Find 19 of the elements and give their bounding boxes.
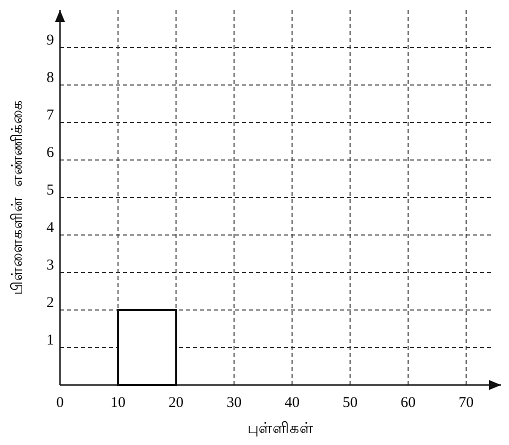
x-tick-label: 30 xyxy=(226,395,242,411)
x-tick-label: 0 xyxy=(56,395,64,411)
y-tick-label: 3 xyxy=(46,258,54,274)
x-tick-label: 70 xyxy=(458,395,474,411)
y-tick-label: 7 xyxy=(46,108,54,124)
y-tick-label: 8 xyxy=(46,70,54,86)
y-tick-label: 6 xyxy=(46,145,54,161)
x-tick-label: 40 xyxy=(284,395,300,411)
y-axis-title: பிள்ளைகளின் எண்ணிக்கை xyxy=(8,100,26,295)
y-tick-label: 4 xyxy=(46,220,54,236)
x-axis-title: புள்ளிகள் xyxy=(248,419,314,437)
y-tick-label: 2 xyxy=(46,295,54,311)
x-tick-label: 10 xyxy=(110,395,126,411)
y-tick-label: 5 xyxy=(46,182,54,198)
x-tick-label: 20 xyxy=(168,395,184,411)
x-tick-label: 60 xyxy=(400,395,416,411)
x-tick-label: 50 xyxy=(342,395,358,411)
y-tick-label: 1 xyxy=(46,332,54,348)
y-tick-label: 9 xyxy=(46,32,54,48)
